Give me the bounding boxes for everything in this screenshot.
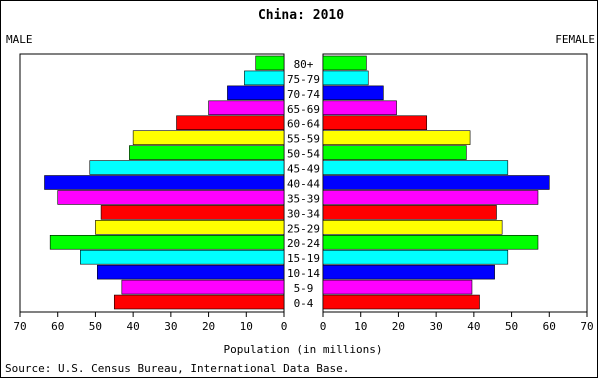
female-bar-65-69 bbox=[322, 100, 397, 116]
age-label-30-34: 30-34 bbox=[287, 207, 320, 220]
male-bar-60-64 bbox=[176, 115, 285, 131]
female-tick-label-30: 30 bbox=[430, 320, 443, 333]
male-bar-35-39 bbox=[57, 190, 285, 205]
female-tick-label-10: 10 bbox=[354, 320, 367, 333]
female-bar-10-14 bbox=[322, 264, 495, 280]
male-bar-30-34 bbox=[100, 205, 285, 220]
age-label-45-49: 45-49 bbox=[287, 163, 320, 176]
female-bar-25-29 bbox=[322, 220, 503, 235]
female-bar-70-74 bbox=[322, 85, 384, 101]
age-label-10-14: 10-14 bbox=[287, 267, 320, 280]
age-label-35-39: 35-39 bbox=[287, 192, 320, 205]
female-bar-0-4 bbox=[322, 294, 480, 310]
male-tick-label-0: 0 bbox=[281, 320, 288, 333]
female-bar-40-44 bbox=[322, 175, 550, 190]
age-label-25-29: 25-29 bbox=[287, 222, 320, 235]
source-note: Source: U.S. Census Bureau, Internationa… bbox=[5, 362, 349, 375]
male-bar-40-44 bbox=[44, 175, 285, 190]
age-label-60-64: 60-64 bbox=[287, 118, 320, 131]
male-bar-65-69 bbox=[208, 100, 285, 116]
female-tick-label-40: 40 bbox=[467, 320, 480, 333]
age-label-70-74: 70-74 bbox=[287, 88, 320, 101]
age-label-15-19: 15-19 bbox=[287, 252, 320, 265]
age-label-20-24: 20-24 bbox=[287, 237, 320, 250]
female-label: FEMALE bbox=[555, 33, 595, 46]
male-bar-20-24 bbox=[49, 234, 285, 250]
male-tick-label-30: 30 bbox=[164, 320, 177, 333]
female-bar-20-24 bbox=[322, 234, 539, 250]
male-bar-5-9 bbox=[121, 279, 285, 295]
male-bar-70-74 bbox=[227, 85, 285, 101]
male-bar-45-49 bbox=[89, 160, 285, 175]
female-tick-label-60: 60 bbox=[543, 320, 556, 333]
female-tick-label-70: 70 bbox=[580, 320, 593, 333]
female-bar-80+ bbox=[322, 55, 367, 71]
age-label-75-79: 75-79 bbox=[287, 73, 320, 86]
female-bar-50-54 bbox=[322, 145, 467, 160]
female-bar-15-19 bbox=[322, 249, 509, 265]
age-label-40-44: 40-44 bbox=[287, 177, 320, 190]
male-bar-10-14 bbox=[97, 264, 285, 280]
chart-title: China: 2010 bbox=[258, 8, 344, 23]
age-label-5-9: 5-9 bbox=[294, 282, 314, 295]
male-label: MALE bbox=[6, 33, 33, 46]
male-tick-label-20: 20 bbox=[202, 320, 215, 333]
male-bar-0-4 bbox=[113, 294, 285, 310]
male-tick-label-40: 40 bbox=[127, 320, 140, 333]
female-bar-35-39 bbox=[322, 190, 539, 205]
male-bar-15-19 bbox=[80, 249, 285, 265]
female-bar-45-49 bbox=[322, 160, 509, 175]
female-bar-55-59 bbox=[322, 130, 471, 145]
male-tick-label-50: 50 bbox=[89, 320, 102, 333]
age-label-55-59: 55-59 bbox=[287, 133, 320, 146]
age-label-0-4: 0-4 bbox=[294, 297, 314, 310]
female-bar-30-34 bbox=[322, 205, 497, 220]
x-axis-label: Population (in millions) bbox=[224, 343, 383, 356]
male-tick-label-10: 10 bbox=[240, 320, 253, 333]
male-bar-55-59 bbox=[132, 130, 285, 145]
age-label-65-69: 65-69 bbox=[287, 103, 320, 116]
female-tick-label-20: 20 bbox=[392, 320, 405, 333]
age-label-50-54: 50-54 bbox=[287, 148, 320, 161]
male-tick-label-60: 60 bbox=[51, 320, 64, 333]
age-label-80+: 80+ bbox=[294, 58, 314, 71]
female-tick-label-50: 50 bbox=[505, 320, 518, 333]
male-bar-25-29 bbox=[95, 220, 285, 235]
male-tick-label-70: 70 bbox=[13, 320, 26, 333]
female-bar-75-79 bbox=[322, 70, 369, 86]
male-bar-80+ bbox=[255, 55, 285, 71]
male-bar-50-54 bbox=[129, 145, 285, 160]
female-bar-5-9 bbox=[322, 279, 473, 295]
female-tick-label-0: 0 bbox=[320, 320, 327, 333]
male-bar-75-79 bbox=[244, 70, 285, 86]
female-bar-60-64 bbox=[322, 115, 428, 131]
